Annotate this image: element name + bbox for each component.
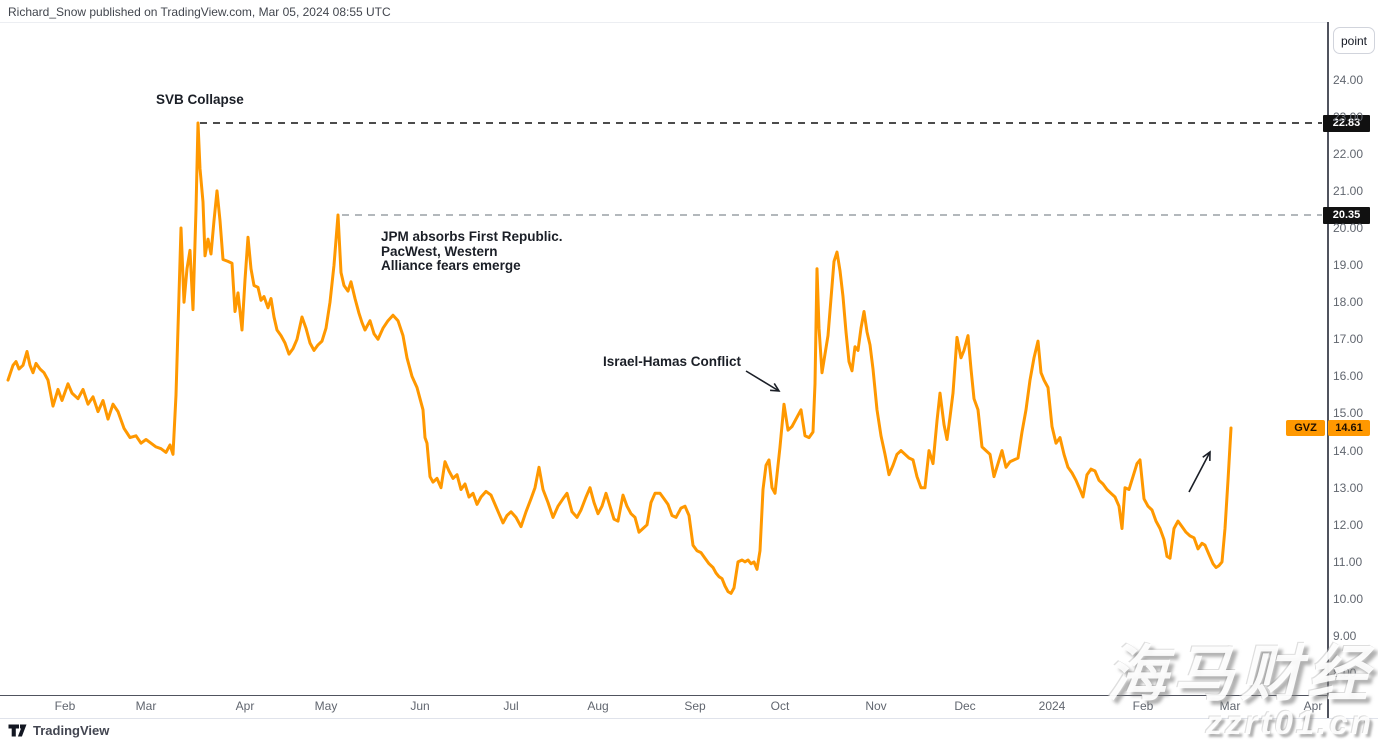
symbol-badge-gvz: GVZ [1286, 419, 1325, 436]
tradingview-logo-icon [8, 724, 27, 737]
annotation-arrow[interactable] [745, 370, 781, 392]
annotation-svb-collapse[interactable]: SVB Collapse [156, 92, 244, 107]
footer-separator [0, 718, 1378, 719]
chart-attribution: Richard_Snow published on TradingView.co… [8, 5, 391, 19]
price-axis-border [1327, 22, 1329, 718]
last-price-label: 14.61 [1328, 419, 1370, 436]
tradingview-logo-label: TradingView [33, 723, 110, 738]
annotation-jpm-first-republic[interactable]: JPM absorbs First Republic. PacWest, Wes… [381, 229, 563, 273]
time-axis-border [0, 695, 1327, 696]
unit-point-button[interactable]: point [1333, 27, 1375, 54]
annotation-israel-hamas[interactable]: Israel-Hamas Conflict [603, 354, 742, 369]
annotation-arrow[interactable] [1188, 450, 1211, 493]
pane-top-border [0, 22, 1327, 23]
tradingview-logo[interactable]: TradingView [8, 723, 109, 738]
gvz-line-series[interactable] [6, 121, 1233, 595]
